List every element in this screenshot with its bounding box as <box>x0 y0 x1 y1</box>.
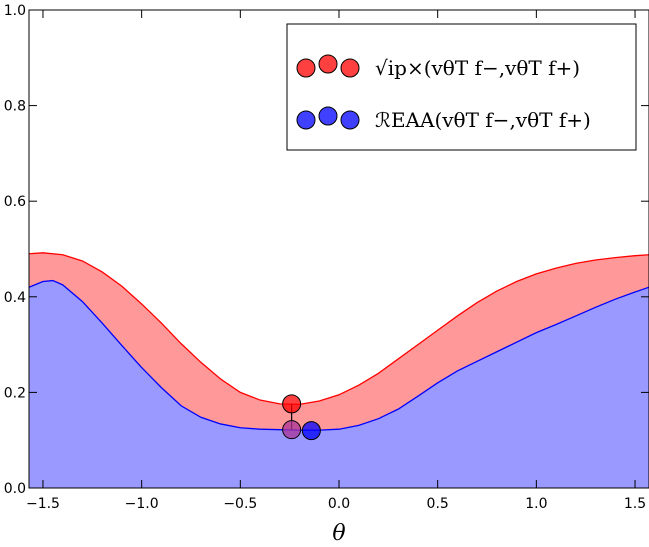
legend-marker-0 <box>340 58 360 78</box>
marker-points <box>282 394 321 441</box>
x-tick-label: −1.0 <box>125 496 159 512</box>
legend-marker-0 <box>296 58 316 78</box>
legend-marker-1 <box>296 110 316 130</box>
marker-2 <box>301 421 321 441</box>
legend-label-0: √ip×(vθT f−,vθT f+) <box>375 56 580 80</box>
legend: √ip×(vθT f−,vθT f+) ℛEAA(vθT f−,vθT f+) <box>286 23 637 151</box>
y-tick-label: 0.4 <box>4 290 26 306</box>
legend-label-1: ℛEAA(vθT f−,vθT f+) <box>375 108 591 132</box>
x-tick-label: 0.0 <box>328 496 350 512</box>
x-tick-label: 0.5 <box>427 496 449 512</box>
x-axis-label: θ <box>332 521 345 546</box>
y-tick-label: 0.8 <box>4 99 26 115</box>
y-tick-label: 1.0 <box>4 3 26 19</box>
x-tick-label: −0.5 <box>223 496 257 512</box>
y-tick-label: 0.0 <box>4 481 26 497</box>
series-lines <box>28 252 649 431</box>
x-tick-label: 1.5 <box>624 496 646 512</box>
series-0-line <box>28 252 649 406</box>
legend-marker-1 <box>340 110 360 130</box>
x-tick-label: 1.0 <box>525 496 547 512</box>
marker-1 <box>282 420 302 440</box>
series-1-line <box>28 279 649 431</box>
legend-marker-0 <box>318 54 338 74</box>
legend-box <box>286 23 637 151</box>
y-tick-label: 0.2 <box>4 385 26 401</box>
series-1-area <box>29 280 649 488</box>
axis-ticks: −1.5 −1.0 −0.5 0.0 0.5 1.0 1.5 0.0 0.2 0.4 0.6 0.8 1… <box>4 3 649 512</box>
x-tick-label: −1.5 <box>26 496 60 512</box>
legend-marker-1 <box>318 106 338 126</box>
area-fills <box>29 252 649 488</box>
marker-0 <box>282 394 302 414</box>
y-tick-label: 0.6 <box>4 194 26 210</box>
